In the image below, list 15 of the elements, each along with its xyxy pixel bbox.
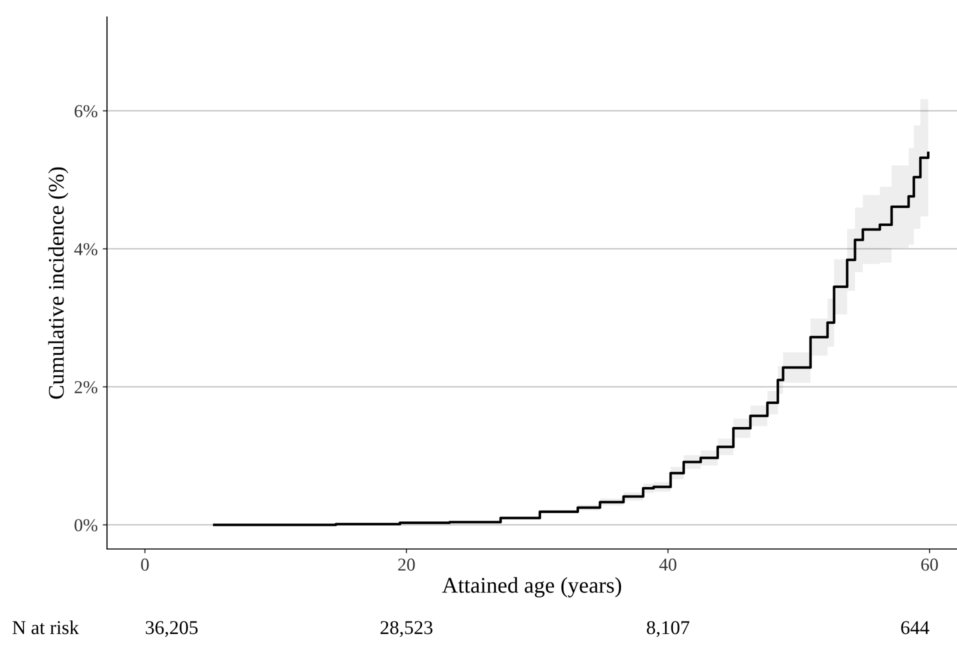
x-tick-label: 20 <box>398 558 415 571</box>
text: 28,523 <box>380 621 432 637</box>
y-tick-label: 2% <box>74 381 98 394</box>
y-tick-label: 4% <box>74 243 98 256</box>
text: 36,205 <box>146 621 198 637</box>
x-tick-label: 0 <box>141 558 149 571</box>
y-tick-label: 0% <box>74 519 98 532</box>
y-tick-label: 6% <box>74 105 98 118</box>
text: 8,107 <box>646 621 690 637</box>
x-tick-label: 60 <box>921 558 938 571</box>
y-axis-title: Cumulative incidence (%) <box>48 167 68 399</box>
text: 644 <box>901 621 930 634</box>
x-axis-title: Attained age (years) <box>442 577 622 598</box>
x-tick-label: 40 <box>659 558 676 571</box>
text: N at risk <box>12 620 79 634</box>
